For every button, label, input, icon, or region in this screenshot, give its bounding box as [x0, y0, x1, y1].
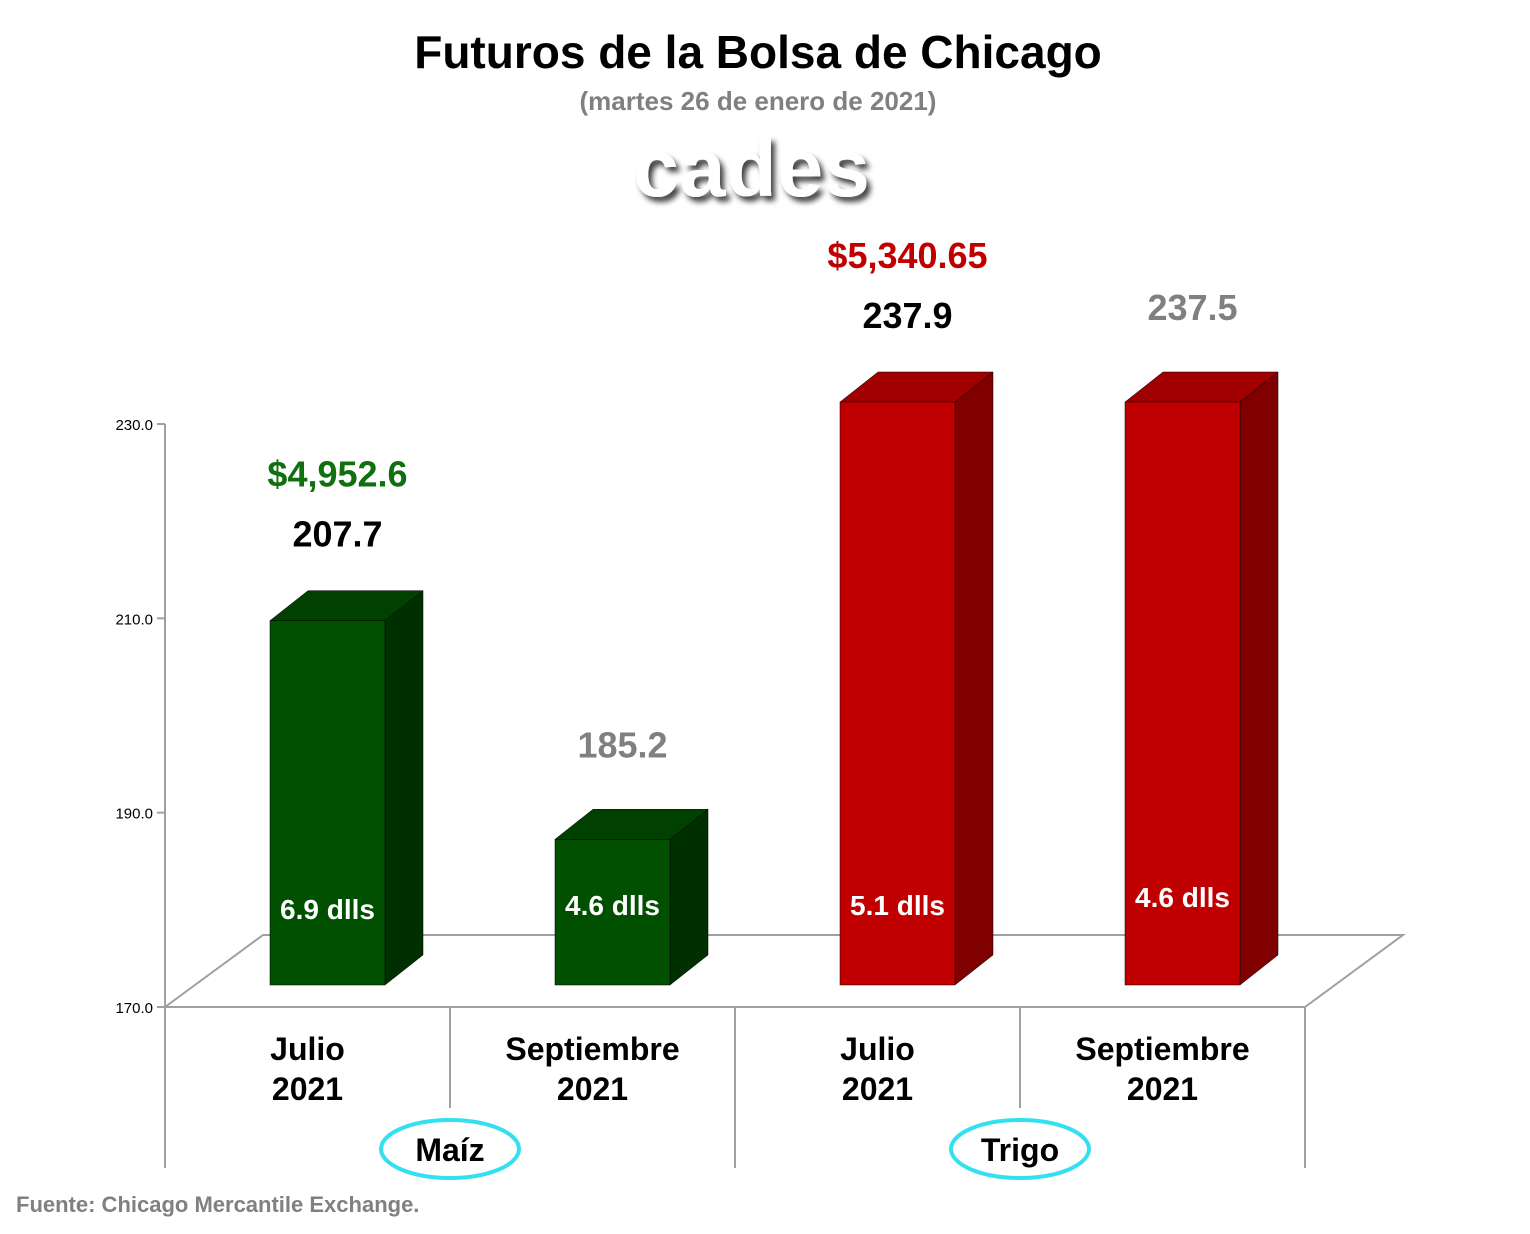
bar-change-label: 4.6 dlls — [565, 890, 660, 921]
cades-logo: cades — [633, 123, 871, 214]
bar-value-label: 185.2 — [577, 724, 667, 765]
group-label: Maíz — [415, 1132, 484, 1168]
chart-title: Futuros de la Bolsa de Chicago — [414, 26, 1102, 78]
bar-price-label: $5,340.65 — [827, 235, 987, 276]
bar-side — [1239, 371, 1279, 986]
y-tick-label: 170.0 — [115, 1000, 153, 1017]
category-label-line1: Julio — [840, 1031, 915, 1067]
chart-subtitle: (martes 26 de enero de 2021) — [580, 86, 937, 116]
bars-layer — [269, 371, 1279, 986]
bar-front — [554, 839, 671, 986]
bar-front — [269, 620, 386, 986]
bar-front — [1124, 401, 1241, 986]
group-ellipse — [379, 1118, 521, 1180]
bar-group — [839, 371, 994, 986]
bar-group — [554, 808, 709, 986]
axis-layer: 170.0 190.0 210.0 230.0 — [115, 417, 1407, 1168]
bar-price-label: $4,952.6 — [267, 454, 407, 495]
category-label-line1: Julio — [270, 1031, 345, 1067]
labels-layer: 6.9 dlls 207.7 $4,952.6 Julio 2021 4.6 dlls 18… — [267, 235, 1250, 1180]
bar-group — [269, 590, 424, 986]
bar-change-label: 4.6 dlls — [1135, 882, 1230, 913]
y-tick-label: 230.0 — [115, 417, 153, 434]
bar-change-label: 5.1 dlls — [850, 890, 945, 921]
category-label-line2: 2021 — [272, 1071, 343, 1107]
bar-front — [839, 401, 956, 986]
bar-change-label: 6.9 dlls — [280, 894, 375, 925]
bar-group — [1124, 371, 1279, 986]
bar-side — [669, 808, 709, 986]
bar-value-label: 237.9 — [862, 295, 952, 336]
group-ellipse — [949, 1118, 1091, 1180]
y-tick-label: 190.0 — [115, 806, 153, 823]
y-tick-label: 210.0 — [115, 611, 153, 628]
chart-floor — [161, 934, 1407, 1008]
category-label-line2: 2021 — [1127, 1071, 1198, 1107]
category-label-line1: Septiembre — [505, 1031, 679, 1067]
source-note: Fuente: Chicago Mercantile Exchange. — [16, 1192, 419, 1217]
bar-side — [384, 590, 424, 986]
bar-value-label: 237.5 — [1147, 287, 1237, 328]
group-label: Trigo — [981, 1132, 1059, 1168]
category-label-line2: 2021 — [842, 1071, 913, 1107]
category-label-line1: Septiembre — [1075, 1031, 1249, 1067]
bar-side — [954, 371, 994, 986]
bar-value-label: 207.7 — [292, 514, 382, 555]
category-label-line2: 2021 — [557, 1071, 628, 1107]
